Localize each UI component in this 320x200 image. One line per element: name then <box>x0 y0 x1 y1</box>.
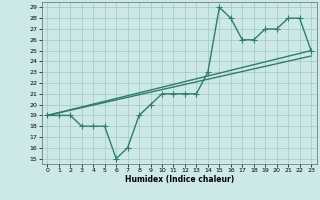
X-axis label: Humidex (Indice chaleur): Humidex (Indice chaleur) <box>124 175 234 184</box>
